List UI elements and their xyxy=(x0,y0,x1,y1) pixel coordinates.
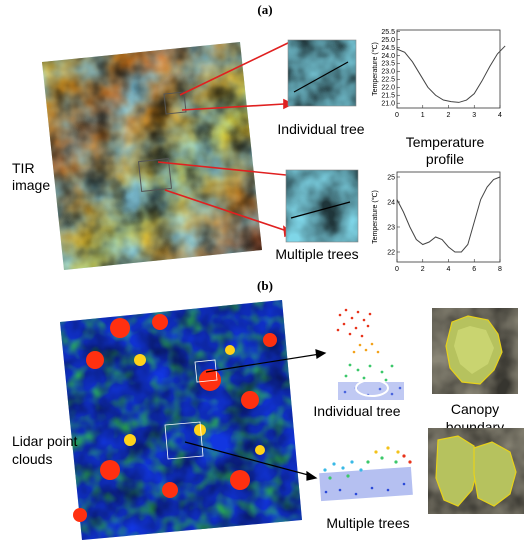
multiple-trees-label-a: Multiple trees xyxy=(275,246,358,262)
chart1-y-tick-label: 25.0 xyxy=(381,37,395,44)
lidar-point-cloud xyxy=(60,300,302,540)
chart1-x-tick-label: 0 xyxy=(395,112,399,119)
chart1-y-tick-label: 24.0 xyxy=(381,53,395,60)
chart1-x-tick-label: 1 xyxy=(421,112,425,119)
chart2-x-tick-label: 6 xyxy=(472,266,476,273)
chart2-y-tick-label: 25 xyxy=(387,174,395,181)
chart1-y-tick-label: 22.5 xyxy=(381,77,395,84)
temperature-chart-individual: 21.021.522.022.523.023.524.024.525.025.5… xyxy=(372,29,506,119)
chart2-series-line xyxy=(396,176,501,253)
chart1-y-tick-label: 24.5 xyxy=(381,45,395,52)
chart1-y-tick-label: 25.5 xyxy=(381,29,395,36)
canopy-boundary-label-line1: Canopy xyxy=(451,401,499,417)
chart1-frame xyxy=(396,29,501,109)
lidar-label-line1: Lidar point xyxy=(12,433,77,449)
canopy-photo-individual xyxy=(432,308,518,394)
individual-tree-label-a: Individual tree xyxy=(277,121,364,137)
temperature-profile-title-line2: profile xyxy=(426,151,464,167)
individual-tree-zoom xyxy=(287,39,357,107)
chart1-y-tick-label: 21.5 xyxy=(381,93,395,100)
multiple-trees-label-b: Multiple trees xyxy=(326,515,409,531)
chart1-x-tick-label: 2 xyxy=(447,112,451,119)
tir-label-line2: image xyxy=(12,177,50,193)
multiple-trees-zoom xyxy=(285,169,359,243)
tir-image xyxy=(42,42,262,270)
chart2-x-tick-label: 0 xyxy=(395,266,399,273)
chart2-y-axis-label: Temperature (℃) xyxy=(372,190,379,244)
chart1-y-tick-label: 22.0 xyxy=(381,85,395,92)
lidar-label-line2: clouds xyxy=(12,451,52,467)
chart2-y-tick-label: 23 xyxy=(387,224,395,231)
chart2-frame xyxy=(396,171,501,263)
panel-a-label: (a) xyxy=(257,2,272,17)
chart1-y-tick-label: 23.5 xyxy=(381,61,395,68)
chart2-y-tick-label: 24 xyxy=(387,199,395,206)
chart1-y-tick-label: 23.0 xyxy=(381,69,395,76)
individual-tree-box xyxy=(163,91,187,115)
chart1-y-axis-label: Temperature (℃) xyxy=(372,42,379,96)
chart2-x-tick-label: 8 xyxy=(498,266,502,273)
multiple-trees-point-cloud xyxy=(319,446,413,502)
chart1-x-tick-label: 3 xyxy=(472,112,476,119)
panel-b-label: (b) xyxy=(257,278,273,293)
chart2-x-tick-label: 4 xyxy=(447,266,451,273)
individual-tree-label-b: Individual tree xyxy=(313,403,400,419)
tir-label-line1: TIR xyxy=(12,160,35,176)
black-arrows xyxy=(184,349,327,481)
chart1-series-line xyxy=(396,45,506,103)
chart1-x-tick-label: 4 xyxy=(498,112,502,119)
individual-tree-point-cloud xyxy=(336,308,404,400)
chart2-x-tick-label: 2 xyxy=(421,266,425,273)
chart1-y-tick-label: 21.0 xyxy=(381,101,395,108)
chart2-y-tick-label: 22 xyxy=(387,249,395,256)
canopy-photo-multiple xyxy=(428,428,524,514)
multiple-trees-box xyxy=(137,157,173,193)
temperature-profile-title-line1: Temperature xyxy=(406,134,485,150)
